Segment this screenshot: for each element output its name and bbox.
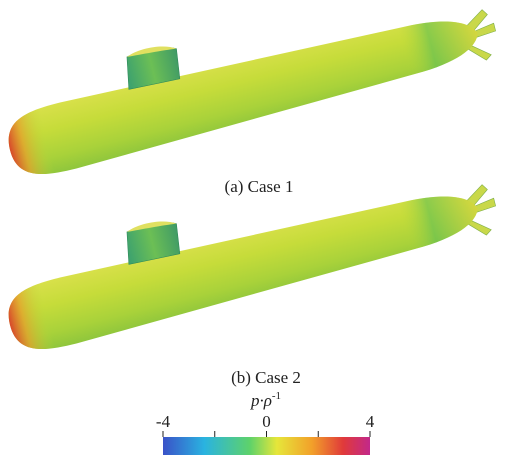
label-exponent: -1: [272, 390, 281, 402]
colorbar: p·ρ-1 -4 0 4: [156, 390, 375, 455]
colorbar-label: p·ρ-1: [250, 390, 281, 410]
tick-label: 4: [366, 412, 375, 431]
colorbar-gradient: [163, 437, 370, 455]
submarine-case-2: [0, 140, 503, 357]
caption: (a) Case 1: [225, 177, 294, 196]
caption: (b) Case 2: [231, 368, 301, 387]
tick-label: 0: [262, 412, 271, 431]
label-text: p·ρ: [250, 391, 272, 410]
submarine-case-1: [0, 0, 503, 183]
tick-label: -4: [156, 412, 171, 431]
figure: (a) Case 1 (b) Case 2 p·ρ-1 -4 0 4: [0, 0, 518, 462]
